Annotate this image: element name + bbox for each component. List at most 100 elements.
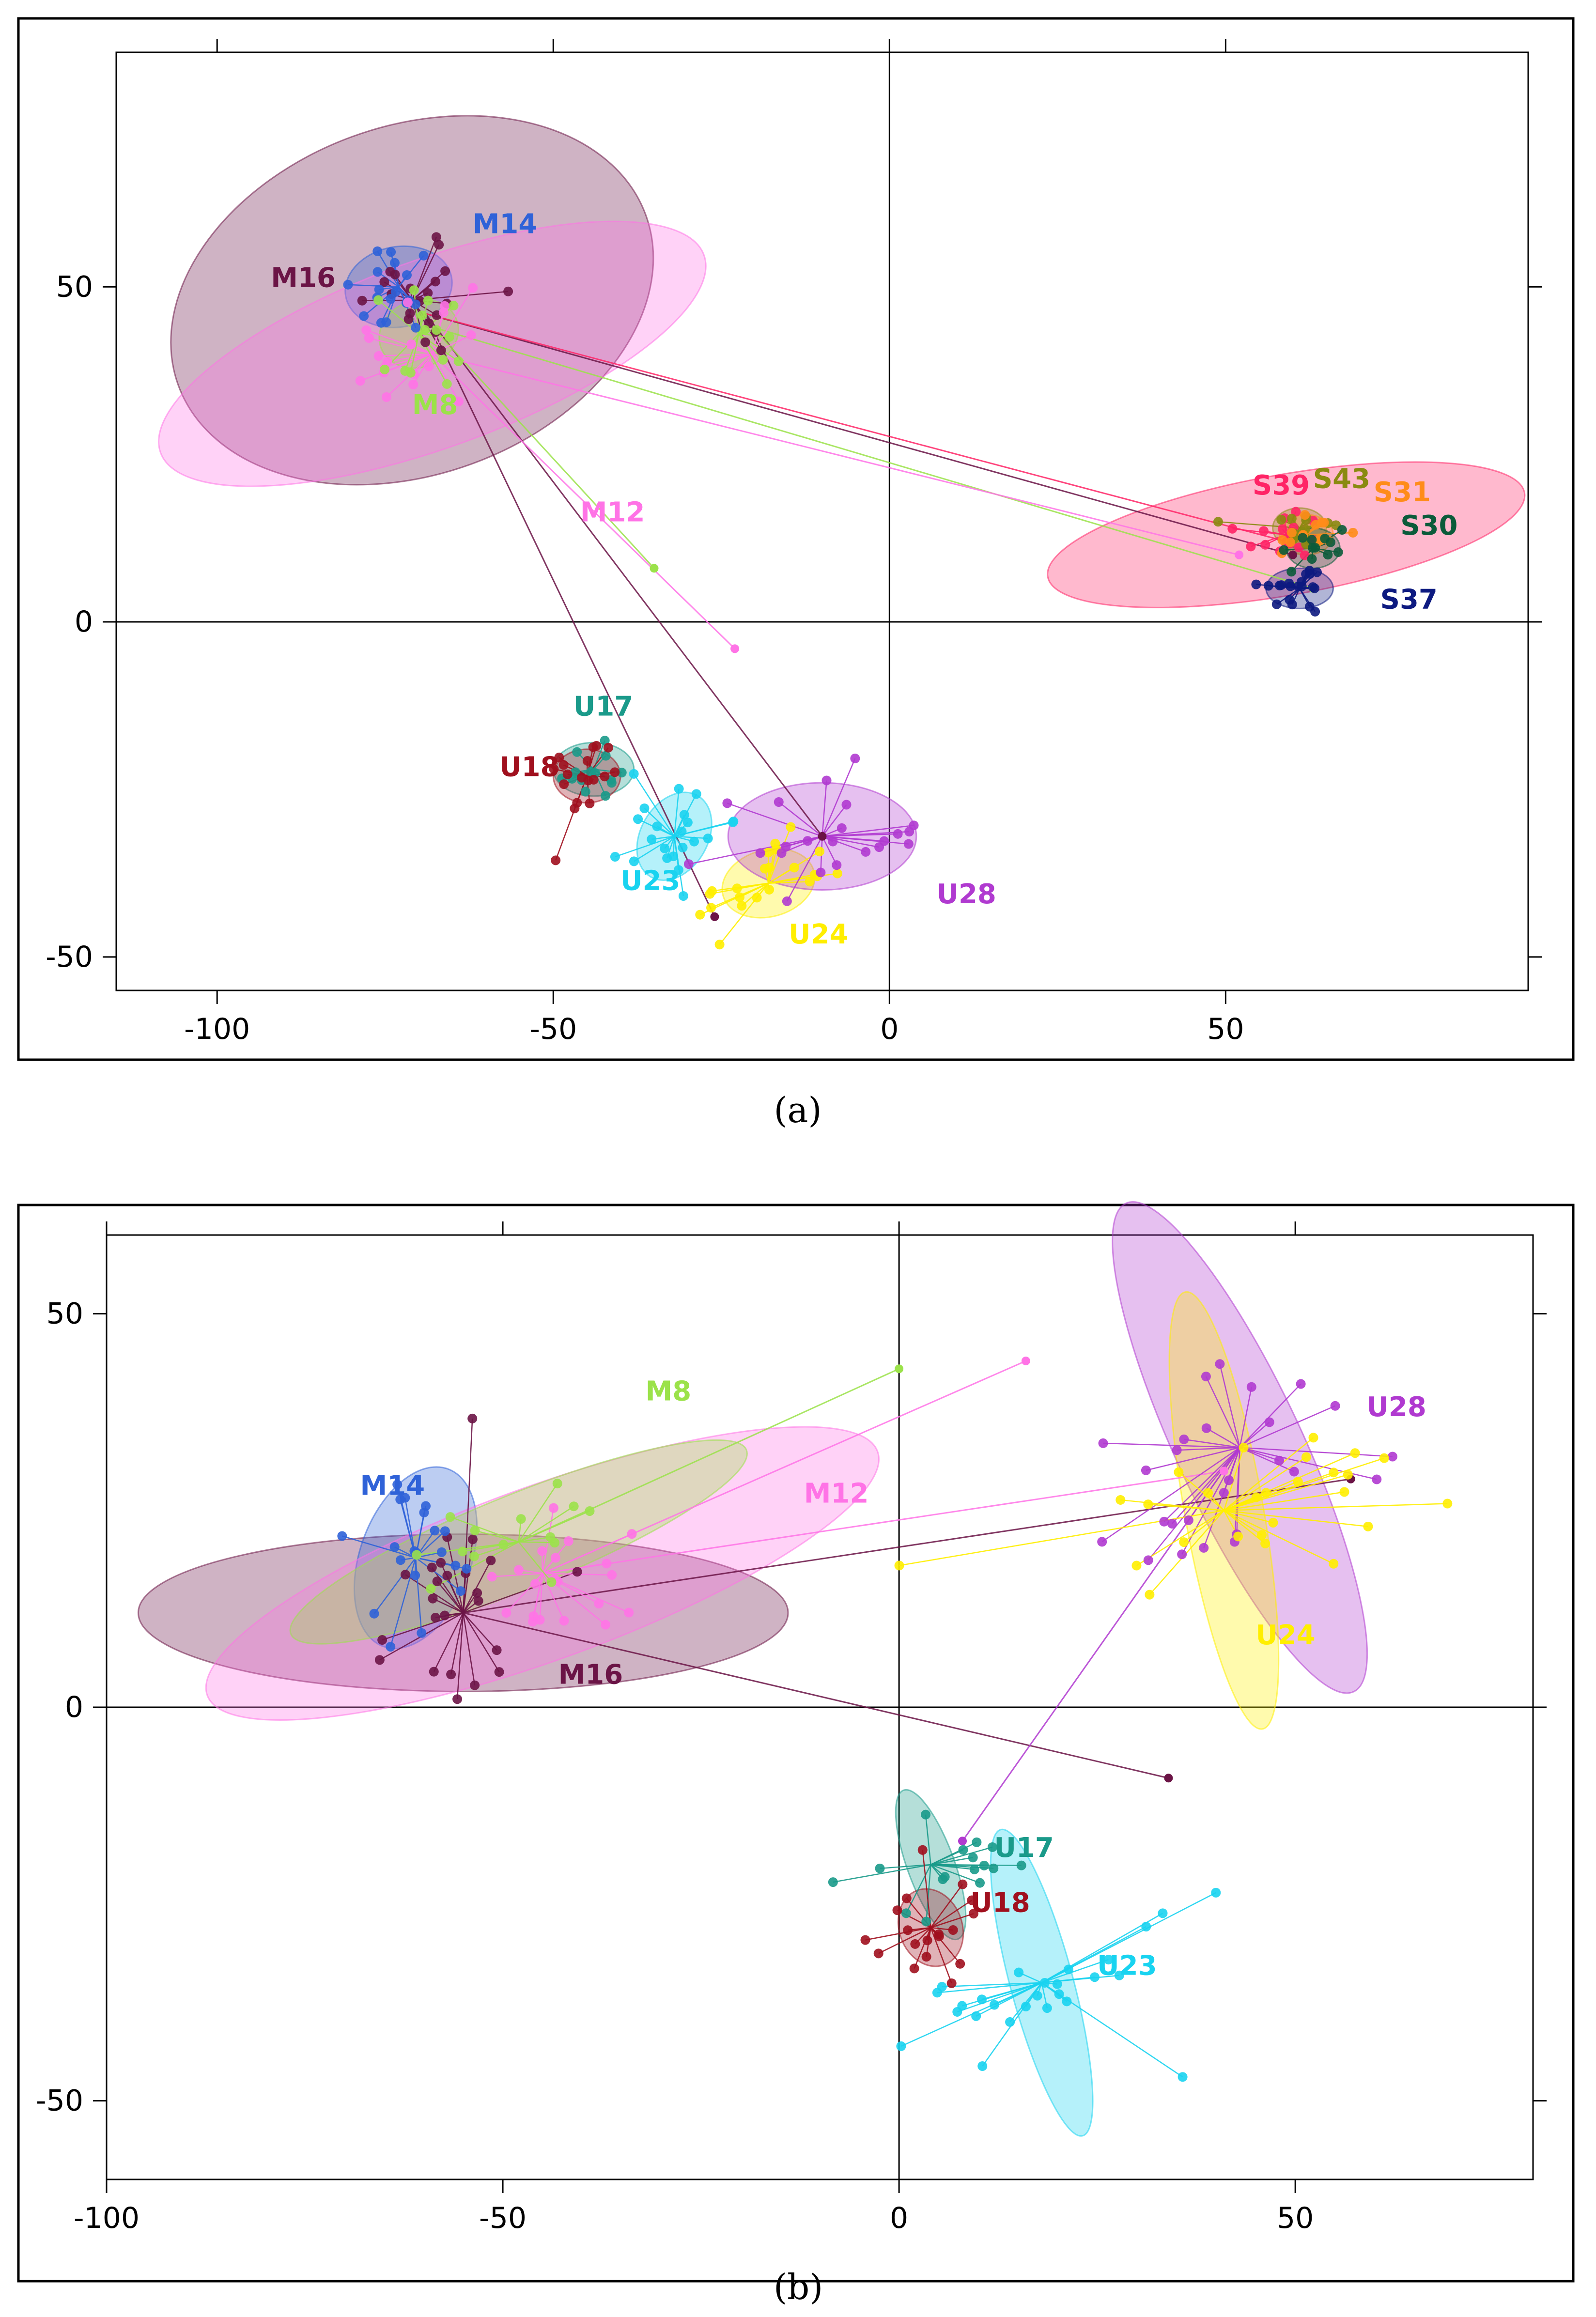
ellipses-layer	[137, 1201, 1368, 2137]
spoke-m16	[382, 1612, 464, 1641]
point-u18	[955, 1959, 965, 1969]
point-u23	[1114, 1970, 1124, 1980]
spoke-m8	[410, 333, 419, 373]
point-u28	[782, 896, 792, 906]
x-tick-label: 0	[880, 1012, 899, 1046]
point-u24	[1116, 1495, 1126, 1505]
point-u28	[1215, 1359, 1225, 1369]
point-m14	[418, 250, 429, 261]
spoke-m12	[533, 1573, 543, 1617]
point-s37	[1293, 581, 1303, 591]
point-m8	[444, 332, 454, 342]
point-u17	[940, 1872, 950, 1882]
point-u24	[815, 847, 825, 857]
point-u18	[903, 1925, 913, 1935]
point-u17	[921, 1916, 931, 1927]
point-m12	[501, 1608, 511, 1618]
long-link-point	[730, 644, 740, 653]
point-m14	[372, 246, 383, 256]
point-s37	[1287, 600, 1297, 610]
point-u28	[861, 847, 871, 857]
group-label-m12: M12	[580, 497, 645, 528]
point-m16	[436, 1558, 446, 1568]
spoke-u23	[937, 1982, 1042, 1993]
point-u17	[989, 1863, 999, 1873]
point-u18	[901, 1893, 912, 1903]
point-u23	[1032, 1991, 1042, 2001]
y-tick-label: 50	[56, 270, 93, 304]
spoke-u24	[1224, 1452, 1356, 1511]
point-m16	[374, 1655, 385, 1665]
spoke-m14	[415, 1557, 456, 1566]
point-m16	[440, 1610, 450, 1621]
point-u23	[629, 769, 639, 779]
long-link-line	[425, 313, 1293, 556]
point-u23	[691, 789, 701, 799]
point-m8	[420, 325, 430, 335]
point-u28	[774, 797, 784, 807]
point-u24	[1301, 1452, 1311, 1462]
point-u28	[1289, 1467, 1299, 1477]
group-label-m16: M16	[558, 1659, 623, 1690]
figure-frame-a	[17, 17, 1575, 1061]
point-u28	[1167, 1519, 1177, 1529]
spoke-u23	[634, 835, 675, 862]
point-s37	[1263, 581, 1273, 591]
point-s31	[1300, 510, 1310, 520]
point-u23	[896, 2041, 906, 2051]
point-m16	[492, 1645, 502, 1655]
point-s31	[1285, 537, 1295, 547]
point-s30	[1323, 550, 1333, 560]
point-s30	[1333, 547, 1343, 557]
point-u28	[841, 800, 852, 810]
point-u23	[679, 810, 689, 820]
point-u23	[689, 836, 699, 847]
long-link-line	[425, 313, 715, 917]
spoke-u23	[633, 773, 675, 837]
point-m16	[572, 1567, 582, 1577]
point-m12	[361, 325, 372, 335]
point-u23	[932, 1988, 942, 1998]
point-u17	[572, 747, 582, 757]
point-s31	[1319, 518, 1329, 528]
point-u28	[828, 836, 838, 847]
point-u18	[968, 1909, 978, 1919]
spoke-u24	[768, 873, 838, 884]
point-s39	[1246, 541, 1256, 552]
point-m16	[467, 1534, 478, 1545]
point-u28	[903, 839, 914, 849]
long-link-point	[1021, 1357, 1030, 1365]
group-label-s43: S43	[1313, 463, 1370, 494]
spoke-u23	[994, 1982, 1042, 2006]
spoke-m12	[360, 353, 433, 382]
point-u17	[972, 1837, 982, 1847]
point-m14	[402, 270, 412, 280]
point-u24	[752, 893, 762, 903]
long-link-point	[650, 564, 659, 573]
point-m14	[386, 247, 396, 257]
spoke-u17	[930, 1864, 980, 1884]
point-m14	[417, 1628, 427, 1638]
point-s43	[1213, 517, 1223, 527]
point-u23	[1042, 2003, 1052, 2013]
point-u24	[759, 864, 770, 874]
group-label-u28: U28	[1366, 1391, 1426, 1423]
point-m16	[494, 1667, 504, 1677]
point-u28	[1183, 1515, 1193, 1525]
long-link-point	[1219, 1467, 1228, 1476]
spoke-u24	[1224, 1510, 1334, 1564]
spoke-m12	[369, 337, 433, 355]
point-u17	[987, 1842, 997, 1852]
point-s30	[1279, 545, 1289, 555]
point-u28	[1199, 1543, 1209, 1553]
point-u18	[576, 772, 587, 783]
spoke-m14	[342, 1535, 416, 1559]
point-u23	[703, 834, 713, 844]
spoke-u23	[673, 788, 680, 836]
point-u23	[971, 2011, 981, 2021]
point-u18	[603, 742, 613, 753]
x-tick-label: 0	[890, 2201, 908, 2235]
point-m8	[585, 1506, 595, 1516]
point-u17	[617, 768, 627, 778]
point-m14	[436, 1547, 447, 1557]
